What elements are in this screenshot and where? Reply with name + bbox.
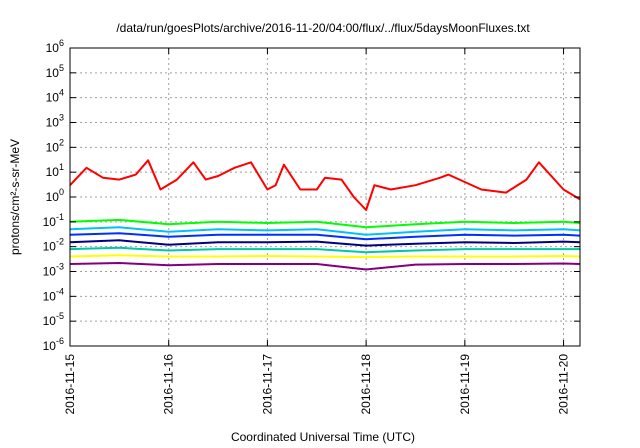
series-line-7 — [69, 254, 581, 259]
x-tick-label: 2016-11-20 — [557, 354, 571, 415]
y-tick-label: 10-3 — [43, 262, 64, 279]
y-tick-label: 106 — [46, 38, 64, 55]
y-tick-label: 105 — [46, 63, 64, 80]
y-axis: 10-6 10-5 10-4 10-3 10-2 10-1 100 101 102 103 104 1… — [43, 38, 580, 353]
x-tick-label: 2016-11-15 — [63, 354, 77, 415]
y-tick-label: 10-1 — [43, 212, 64, 229]
x-tick-label: 2016-11-18 — [359, 354, 373, 415]
y-tick-label: 10-6 — [43, 336, 64, 353]
x-tick-label: 2016-11-19 — [458, 354, 472, 415]
series-line-5 — [69, 239, 581, 247]
chart-title: /data/run/goesPlots/archive/2016-11-20/0… — [116, 21, 530, 35]
y-tick-label: 10-5 — [43, 311, 64, 328]
y-axis-label: protons/cm²-s-sr-MeV — [8, 139, 22, 255]
series-line-4 — [69, 232, 581, 241]
series-line-1 — [69, 159, 581, 211]
series-line-3 — [69, 226, 581, 236]
y-tick-label: 10-2 — [43, 237, 64, 254]
x-axis-label: Coordinated Universal Time (UTC) — [231, 430, 415, 444]
y-tick-label: 100 — [46, 187, 64, 204]
series-line-6 — [69, 246, 580, 254]
y-tick-label: 10-4 — [43, 286, 64, 303]
series-line-2 — [69, 218, 581, 229]
y-tick-label: 104 — [46, 88, 64, 105]
series-line-8 — [69, 262, 581, 271]
y-tick-label: 103 — [46, 113, 64, 130]
x-tick-label: 2016-11-16 — [162, 354, 176, 415]
series-group — [69, 159, 581, 271]
y-tick-label: 102 — [46, 137, 64, 154]
y-tick-label: 101 — [46, 162, 64, 179]
grid — [70, 48, 580, 346]
x-tick-label: 2016-11-17 — [260, 354, 274, 415]
x-axis: 2016-11-15 2016-11-16 2016-11-17 2016-11-18… — [63, 48, 571, 415]
